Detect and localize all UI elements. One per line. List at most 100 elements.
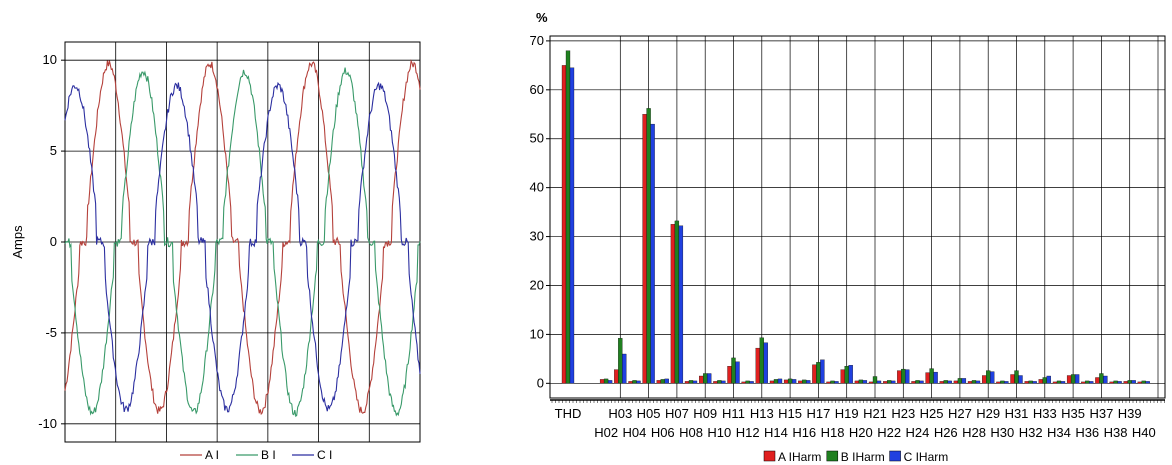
harmonics-y-tick-label: 10 [530,326,544,341]
harmonics-bar [678,225,684,384]
waveform-series-line [64,67,421,418]
harmonics-bar [741,381,746,384]
harmonics-bar [854,380,860,384]
harmonics-y-tick-label: 40 [530,180,544,195]
harmonics-bar [905,369,910,384]
harmonics-bar [1066,375,1072,384]
harmonics-x-tick-label: H28 [962,425,986,440]
harmonics-bars [561,50,1150,384]
harmonics-bar [607,380,613,384]
harmonics-bar [1070,374,1076,384]
harmonics-x-tick-label: H27 [948,406,972,421]
harmonics-bar [670,224,676,384]
harmonics-bar [717,380,722,384]
harmonics-bar [929,368,934,384]
harmonics-bar [891,380,896,384]
harmonics-y-tick-label: 30 [530,229,544,244]
harmonics-bar [1004,381,1009,384]
harmonics-x-tick-label: H17 [806,406,830,421]
harmonics-bar [622,353,627,384]
harmonics-bar [1046,375,1051,384]
harmonics-x-tick-label: H02 [594,425,618,440]
harmonics-bar [812,364,817,384]
harmonics-bar [1038,379,1043,384]
harmonics-x-tick-label: H08 [679,425,703,440]
harmonics-x-tick-label: H37 [1089,406,1113,421]
harmonics-bar [1131,380,1136,384]
harmonics-bar [656,380,661,384]
waveform-y-tick-label: -5 [45,325,57,340]
harmonics-bar [911,381,916,384]
harmonics-bar [1052,381,1058,384]
harmonics-bar-chart: 70 60 50 40 30 20 10 0 % THD H02 H03 H04 H05 H06 H07 H… [530,10,1166,464]
harmonics-bar [727,366,732,384]
waveform-y-tick-label: 0 [50,234,57,249]
harmonics-bar [773,379,779,384]
harmonics-bar [820,359,825,384]
harmonics-bar [763,342,768,384]
harmonics-y-tick-label: 60 [530,82,544,97]
harmonics-bar [614,369,619,384]
harmonics-bar [1056,380,1062,384]
harmonics-bar [834,381,839,384]
harmonics-x-tick-label: H18 [821,425,845,440]
waveform-y-tick-label: 5 [50,143,57,158]
harmonics-bar [806,380,811,384]
harmonics-bar [777,378,783,384]
harmonics-bar [872,376,878,384]
harmonics-bar [947,380,952,384]
harmonics-bar [957,378,963,384]
harmonics-bar [707,373,712,384]
harmonics-x-tick-label: H16 [792,425,816,440]
harmonics-x-tick-label: H05 [637,406,661,421]
harmonics-bar [971,380,977,384]
harmonics-bar [664,378,669,384]
harmonics-bar [692,380,698,384]
harmonics-bar [632,380,637,384]
harmonics-legend-label: A IHarm [778,450,821,464]
harmonics-bar [650,123,655,384]
harmonics-bar [735,361,740,384]
harmonics-x-tick-label: H06 [651,425,675,440]
harmonics-bar [721,380,726,384]
harmonics-bar [915,380,920,384]
harmonics-bar [1014,370,1019,384]
harmonics-bar [925,372,930,384]
harmonics-bar [1000,380,1005,384]
harmonics-x-tick-label: H07 [665,406,689,421]
harmonics-x-tick-label: H15 [778,406,802,421]
waveform-legend-label: C I [317,448,332,462]
harmonics-bar [1123,381,1128,384]
harmonics-bar [1074,374,1080,384]
harmonics-y-tick-label: 20 [530,277,544,292]
harmonics-x-tick-label: H13 [750,406,774,421]
waveform-y-tick-label: -10 [38,416,57,431]
harmonics-bar [986,370,991,384]
harmonics-bar [1103,375,1108,384]
harmonics-legend-swatch [763,450,776,462]
harmonics-x-tick-label: H09 [693,406,717,421]
waveform-y-tick-label: 10 [43,52,57,67]
harmonics-bar [1018,375,1023,384]
harmonics-bar [848,365,853,384]
harmonics-bar [703,373,708,384]
harmonics-legend-swatch [889,450,901,462]
harmonics-x-tick-label: H10 [707,425,731,440]
harmonics-bar [1028,380,1033,384]
waveform-y-ticks: 10 5 0 -5 -10 [38,52,65,431]
harmonics-x-tick-label: H35 [1061,406,1085,421]
harmonics-x-tick-label: H32 [1019,425,1043,440]
harmonics-x-tick-label: H39 [1118,406,1142,421]
harmonics-bar [996,381,1001,384]
harmonics-bar [939,381,944,384]
harmonics-bar [933,371,938,384]
harmonics-bar [901,368,906,384]
harmonics-x-tick-label: H14 [764,425,788,440]
harmonics-bar [876,380,882,384]
harmonics-bar [975,380,981,384]
harmonics-bar [953,380,959,384]
harmonics-bar [642,114,647,384]
harmonics-bar [745,380,750,384]
harmonics-bar [646,108,651,384]
harmonics-bar [1099,373,1104,384]
